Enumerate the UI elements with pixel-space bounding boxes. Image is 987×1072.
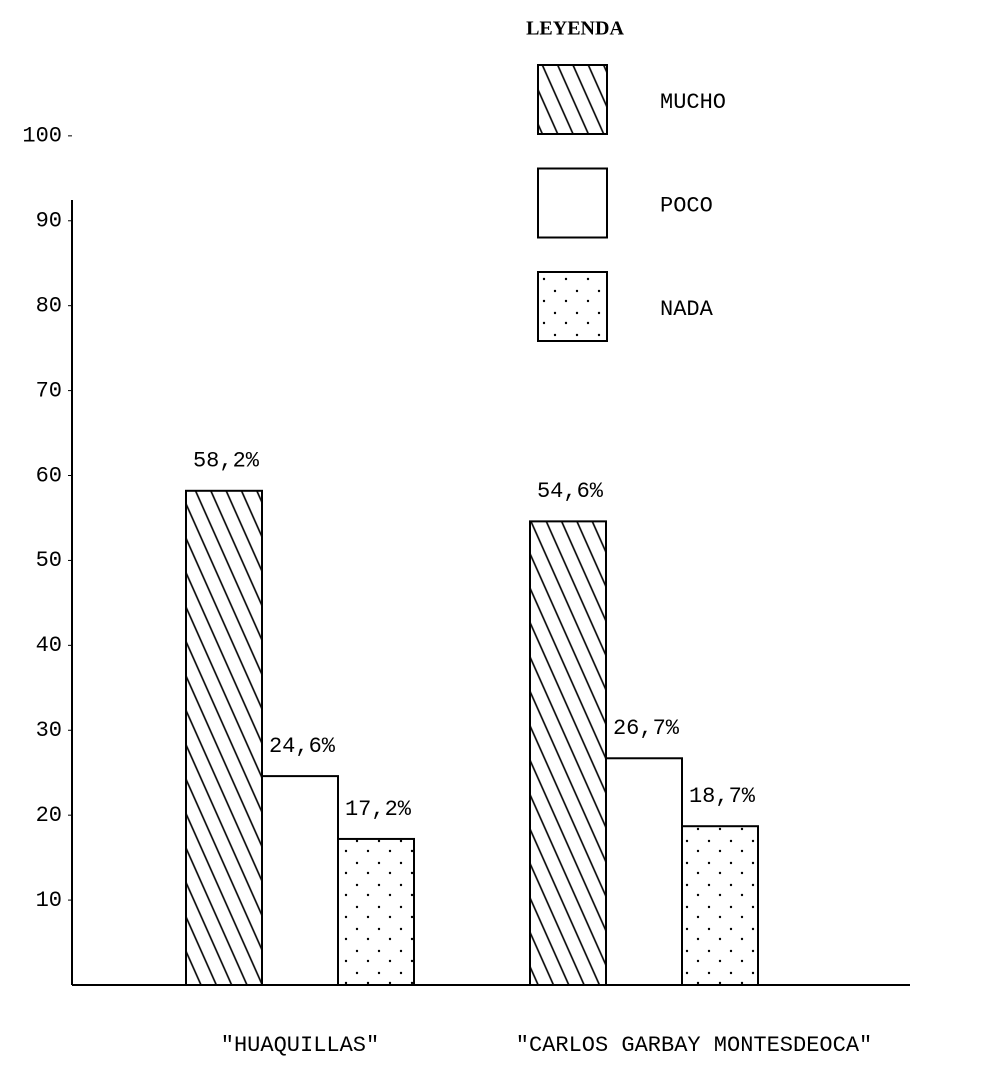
y-tick-label: 20	[36, 803, 62, 828]
bar	[261, 775, 339, 987]
bar	[605, 757, 683, 986]
value-label: 18,7%	[689, 784, 756, 809]
y-tick-label: 10	[36, 888, 62, 913]
legend-label: MUCHO	[660, 90, 726, 115]
x-tick-label: "CARLOS GARBAY MONTESDEOCA"	[516, 1033, 872, 1058]
value-label: 17,2%	[345, 797, 412, 822]
value-label: 54,6%	[537, 479, 604, 504]
y-tick-label: 40	[36, 633, 62, 658]
legend-title: LEYENDA	[526, 18, 624, 40]
y-tick-label: 80	[36, 293, 62, 318]
y-tick-label: 60	[36, 463, 62, 488]
bar	[681, 825, 759, 987]
value-label: 24,6%	[269, 734, 336, 759]
y-tick-label: 70	[36, 378, 62, 403]
legend-label: POCO	[660, 193, 713, 218]
legend-label: NADA	[660, 297, 714, 322]
legend-swatch	[537, 64, 608, 135]
y-tick-label: 100	[22, 124, 62, 149]
y-tick-label: 30	[36, 718, 62, 743]
y-tick-label: 50	[36, 548, 62, 573]
bar	[529, 520, 607, 986]
bar	[337, 837, 415, 987]
value-label: 26,7%	[613, 716, 680, 741]
legend-swatch	[537, 271, 608, 342]
value-label: 58,2%	[193, 449, 260, 474]
bar	[185, 489, 263, 986]
y-tick-label: 90	[36, 209, 62, 234]
legend-swatch	[537, 167, 608, 239]
x-tick-label: "HUAQUILLAS"	[221, 1033, 379, 1058]
